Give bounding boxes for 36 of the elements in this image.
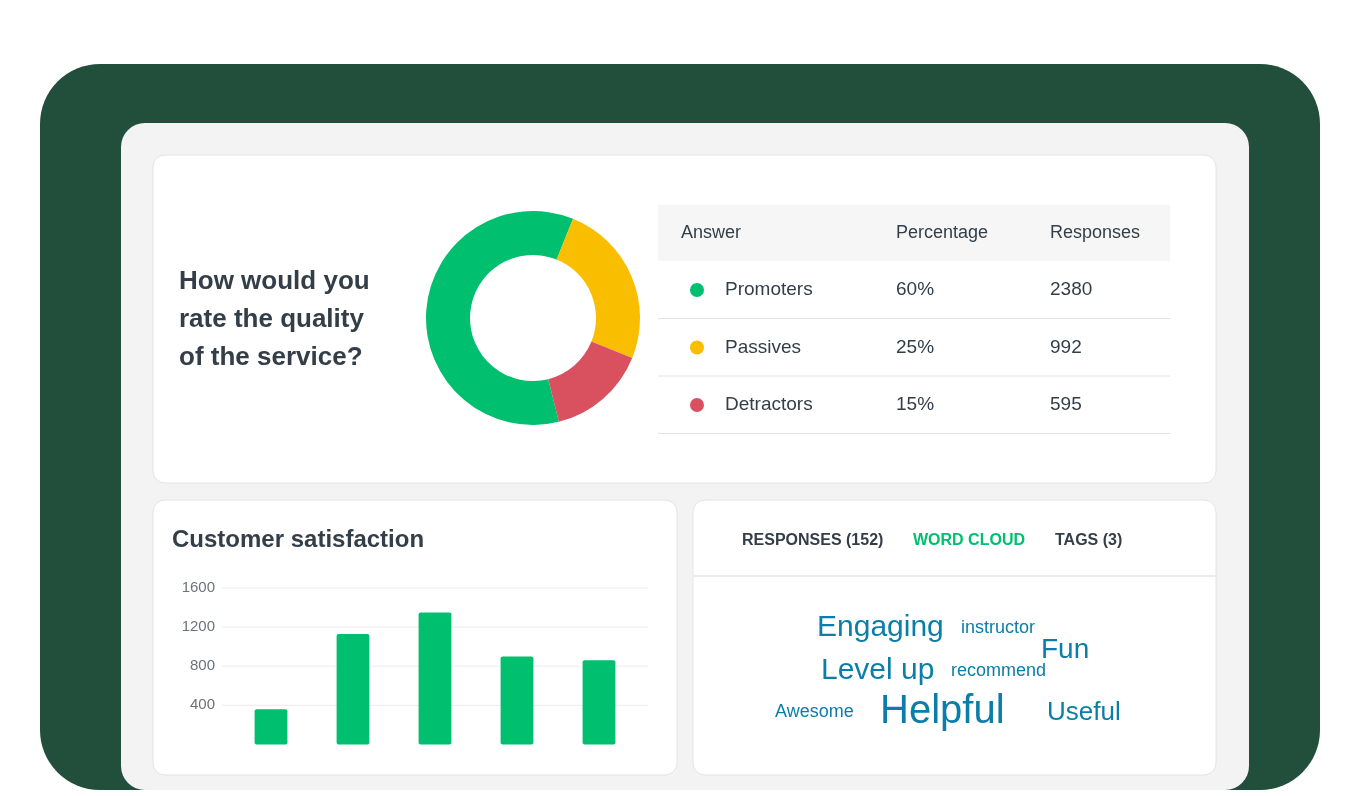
text: TAGS (3) <box>1055 531 1123 549</box>
text: WORD CLOUD <box>913 531 1025 549</box>
y-tick-label: 1200 <box>181 617 215 635</box>
bar <box>336 633 370 745</box>
text: Useful <box>1047 695 1121 726</box>
legend-label: Promoters <box>725 278 813 300</box>
text: 595 <box>1050 393 1082 415</box>
text: Responses <box>1050 221 1141 242</box>
text: Answer <box>681 221 742 242</box>
text: How would you rate the quality of the service? <box>179 264 370 371</box>
text: 2380 <box>1050 278 1093 300</box>
text: recommend <box>951 659 1047 680</box>
text: Helpful <box>880 686 1005 731</box>
legend-label: Passives <box>725 335 802 357</box>
legend-label: Detractors <box>725 393 813 415</box>
data-label: 25% <box>896 335 935 357</box>
chart-title: Customer satisfaction <box>172 525 425 553</box>
data-label: 15% <box>896 393 935 415</box>
text: RESPONSES (152) <box>742 531 884 549</box>
y-tick-label: 1600 <box>181 577 215 595</box>
text: instructor <box>961 616 1036 637</box>
bar <box>418 612 452 745</box>
data-label: 60% <box>896 278 935 300</box>
text: Awesome <box>775 700 854 721</box>
y-tick-label: 400 <box>189 695 215 713</box>
text: 992 <box>1050 335 1082 357</box>
bar <box>254 709 288 745</box>
donut-slice <box>556 218 640 359</box>
y-tick-label: 800 <box>189 656 215 674</box>
donut-slice <box>548 341 633 422</box>
text: Percentage <box>896 221 989 242</box>
donut-slice <box>426 211 574 425</box>
text: Level up <box>821 651 935 685</box>
bar <box>582 660 616 745</box>
text: Engaging <box>817 608 944 642</box>
bar <box>500 656 534 745</box>
